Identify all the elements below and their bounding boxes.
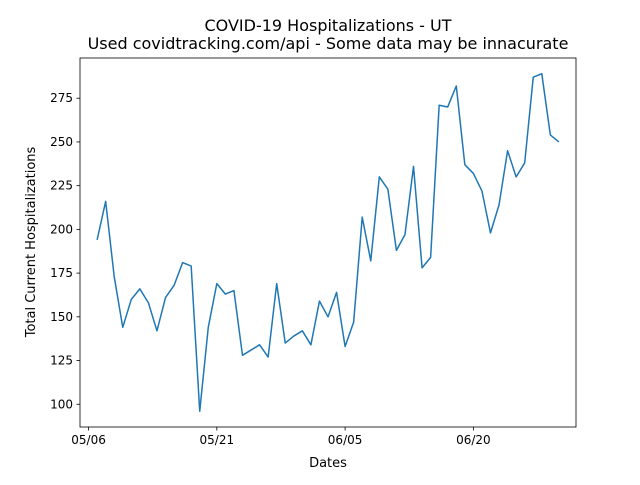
y-tick-label: 225 [50, 179, 73, 193]
y-tick-label: 250 [50, 135, 73, 149]
plot-area: 05/06 05/21 06/05 06/20 100 125 150 175 200 225 25… [50, 57, 577, 447]
chart-title: COVID-19 Hospitalizations - UT [204, 16, 451, 35]
y-tick-label: 175 [50, 266, 73, 280]
x-tick-label: 06/20 [456, 433, 491, 447]
x-axis-label: Dates [309, 456, 347, 471]
x-tick-label: 06/05 [328, 433, 363, 447]
series-line-0 [96, 72, 560, 413]
y-axis-label: Total Current Hospitalizations [24, 146, 39, 338]
y-tick-label: 125 [50, 354, 73, 368]
y-tick-label: 150 [50, 310, 73, 324]
x-tick-label: 05/21 [200, 433, 235, 447]
x-tick-label: 05/06 [71, 433, 106, 447]
y-tick-label: 275 [50, 91, 73, 105]
y-tick-label: 100 [50, 397, 73, 411]
axes-frame [79, 57, 577, 428]
y-tick-label: 200 [50, 222, 73, 236]
chart-subtitle: Used covidtracking.com/api - Some data m… [88, 34, 569, 53]
